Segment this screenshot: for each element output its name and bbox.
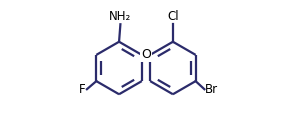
Text: F: F: [79, 83, 86, 96]
Text: Cl: Cl: [167, 10, 179, 23]
Text: Br: Br: [205, 83, 218, 96]
Text: NH₂: NH₂: [109, 10, 131, 23]
Text: O: O: [141, 48, 151, 61]
